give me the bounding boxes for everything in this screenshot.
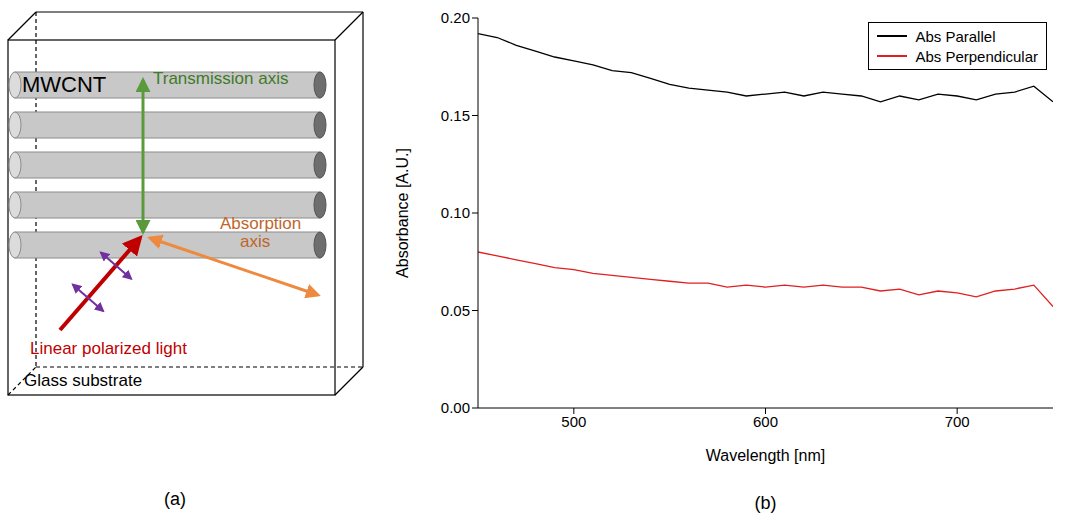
- html-text:(b): (b): [754, 493, 777, 513]
- svg-text:0.05: 0.05: [441, 302, 470, 319]
- svg-text:Transmission axis: Transmission axis: [153, 69, 288, 88]
- svg-text:700: 700: [945, 413, 970, 430]
- svg-text:500: 500: [561, 413, 586, 430]
- svg-text:Absorbance [A.U.]: Absorbance [A.U.]: [394, 148, 411, 278]
- svg-text:0.10: 0.10: [441, 204, 470, 221]
- svg-text:Glass substrate: Glass substrate: [24, 371, 142, 390]
- html-text:Abs Parallel: Abs Parallel: [915, 27, 996, 45]
- svg-text:(a): (a): [164, 489, 186, 509]
- svg-text:MWCNT: MWCNT: [22, 72, 106, 97]
- html-text:Abs Perpendicular: Abs Perpendicular: [915, 47, 1038, 65]
- svg-text:Absorptionaxis: Absorptionaxis: [220, 214, 301, 251]
- svg-text:600: 600: [753, 413, 778, 430]
- svg-text:0.00: 0.00: [441, 399, 470, 416]
- svg-text:0.15: 0.15: [441, 107, 470, 124]
- svg-text:Wavelength [nm]: Wavelength [nm]: [706, 447, 825, 464]
- svg-text:Linear polarized light: Linear polarized light: [30, 339, 187, 358]
- svg-text:0.20: 0.20: [441, 9, 470, 26]
